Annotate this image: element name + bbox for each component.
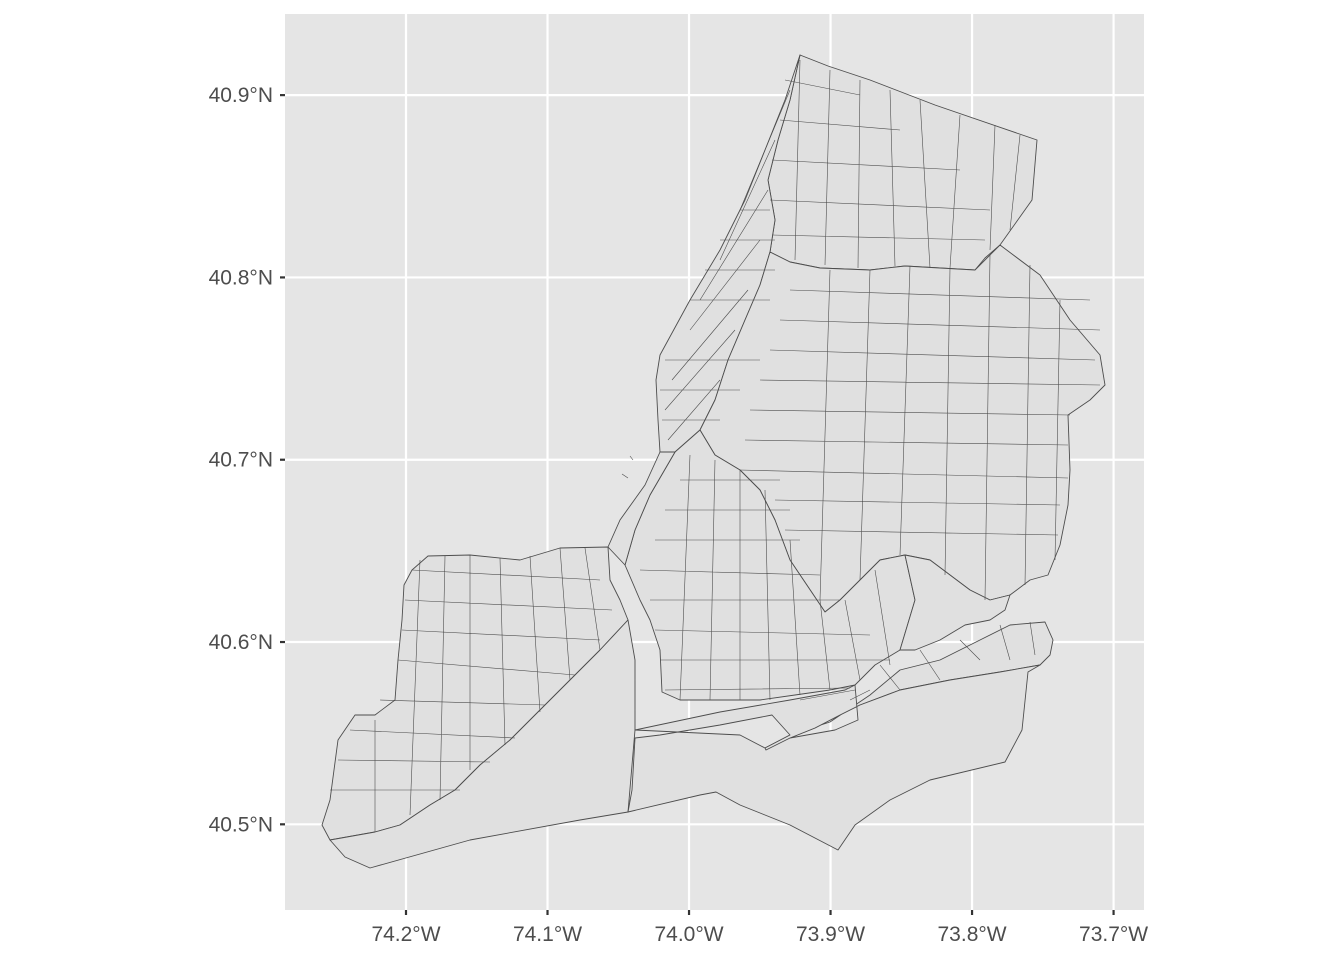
y-tick-label: 40.8°N [209,266,273,289]
y-tick-label: 40.5°N [209,813,273,836]
tract-boundaries [330,59,1101,832]
x-tick-label: 73.8°W [938,923,1007,946]
tract-polygons [321,54,1106,869]
x-tick-label: 74.2°W [371,923,440,946]
jamaica-bay-area [899,554,1011,651]
atlantic-water [627,664,1041,851]
x-tick-label: 74.1°W [513,923,582,946]
upper-bay-water [607,451,676,566]
x-axis: 74.2°W 74.1°W 74.0°W 73.9°W 73.8°W 73.7°W [371,910,1148,946]
y-tick-label: 40.6°N [209,631,273,654]
y-tick-label: 40.9°N [209,84,273,107]
y-axis: 40.9°N 40.8°N 40.7°N 40.6°N 40.5°N [209,84,285,836]
x-tick-label: 73.9°W [796,923,865,946]
x-tick-label: 73.7°W [1079,923,1148,946]
x-tick-label: 74.0°W [654,923,723,946]
y-tick-label: 40.7°N [209,449,273,472]
